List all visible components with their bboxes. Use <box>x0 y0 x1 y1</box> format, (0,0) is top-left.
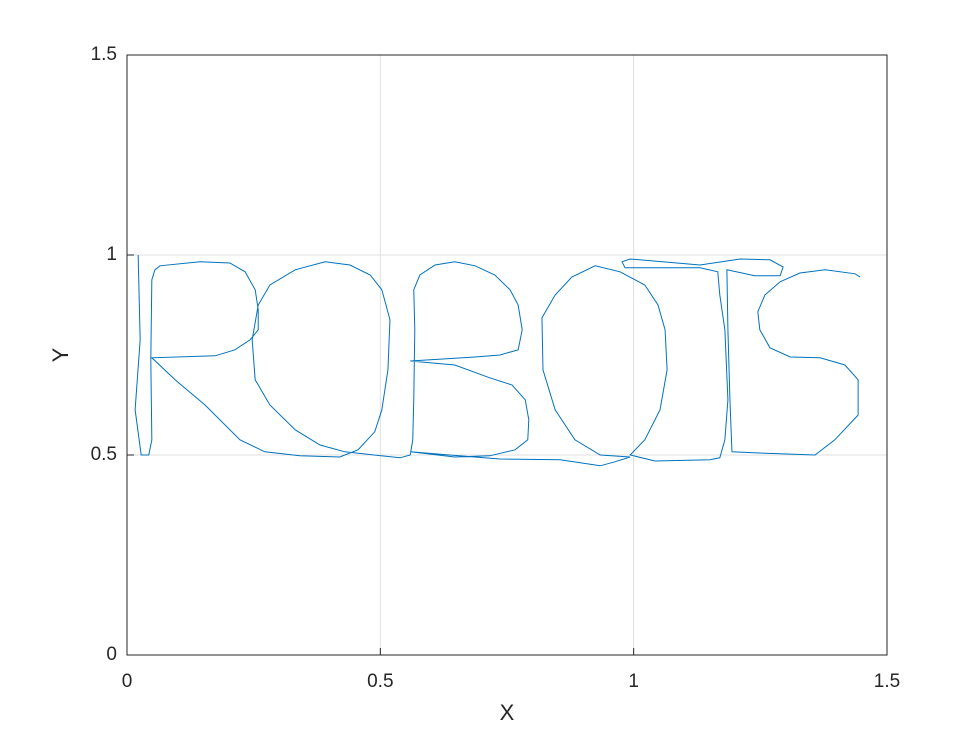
x-axis-label: X <box>500 700 515 725</box>
y-axis-label: Y <box>48 347 73 362</box>
y-tick-label: 0 <box>106 644 117 665</box>
y-tick-label: 0.5 <box>91 444 117 465</box>
x-tick-label: 1 <box>628 671 639 692</box>
data-line <box>134 254 861 467</box>
y-tick-label: 1.5 <box>91 44 117 65</box>
x-tick-label: 1.5 <box>874 671 900 692</box>
plot-frame <box>126 54 888 656</box>
x-tick-label: 0 <box>122 671 133 692</box>
y-tick-label: 1 <box>106 244 117 265</box>
x-tick-label: 0.5 <box>367 671 393 692</box>
